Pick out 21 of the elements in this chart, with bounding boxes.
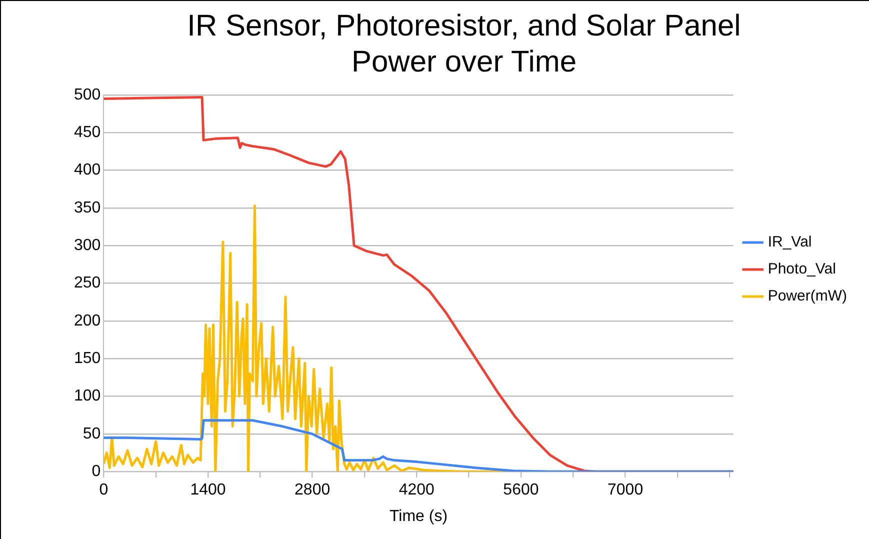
x-axis-title: Time (s) bbox=[389, 508, 448, 525]
y-tick-label: 250 bbox=[74, 274, 101, 292]
y-tick-label: 0 bbox=[92, 463, 101, 480]
y-tick-label: 400 bbox=[74, 162, 101, 179]
y-tick-label: 150 bbox=[74, 350, 101, 368]
x-tick-label: 7000 bbox=[607, 482, 644, 499]
y-tick-label: 500 bbox=[74, 86, 101, 104]
x-tick-label: 1400 bbox=[190, 482, 226, 499]
legend-label: Photo_Val bbox=[768, 260, 836, 278]
x-tick-label: 4200 bbox=[398, 482, 435, 499]
y-tick-label: 50 bbox=[82, 425, 101, 442]
y-tick-label: 300 bbox=[74, 237, 101, 254]
x-tick-label: 5600 bbox=[503, 482, 539, 499]
chart-title: IR Sensor, Photoresistor, and Solar Panel Power over Time bbox=[187, 9, 741, 78]
y-tick-label: 200 bbox=[74, 312, 101, 330]
y-tick-label: 100 bbox=[74, 388, 101, 405]
legend-label: IR_Val bbox=[768, 234, 812, 251]
legend-label: Power(mW) bbox=[768, 288, 848, 305]
x-tick-label: 2800 bbox=[294, 482, 330, 499]
y-tick-label: 350 bbox=[74, 199, 101, 216]
y-tick-label: 450 bbox=[74, 124, 101, 142]
